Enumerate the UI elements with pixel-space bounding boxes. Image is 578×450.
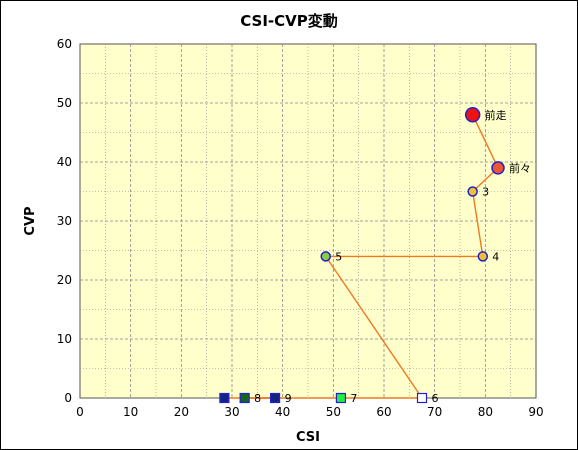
- x-tick-label: 40: [275, 405, 290, 419]
- data-point-square: [239, 392, 250, 404]
- y-tick-labels: 0 10 20 30 40 50 60: [57, 37, 72, 405]
- y-axis-label: CVP: [23, 206, 38, 235]
- data-point-circle: [320, 251, 331, 262]
- x-axis-label: CSI: [296, 430, 320, 445]
- data-point-circle: [464, 107, 481, 123]
- data-point-label: 5: [335, 250, 342, 263]
- y-tick-label: 10: [57, 332, 72, 346]
- x-tick-label: 10: [123, 405, 138, 419]
- grid-lines: [80, 44, 536, 398]
- data-markers: [219, 107, 505, 404]
- data-point-label: 8: [254, 392, 261, 405]
- x-tick-labels: 0 10 20 30 40 50 60 70 80 90: [76, 405, 543, 419]
- data-point-circle: [491, 161, 505, 175]
- data-point-square: [269, 392, 281, 404]
- data-point-label: 3: [482, 186, 489, 199]
- data-point-circle: [467, 186, 478, 197]
- data-point-label: 前走: [485, 108, 507, 122]
- x-tick-label: 80: [478, 405, 493, 419]
- x-tick-label: 30: [224, 405, 239, 419]
- x-tick-label: 0: [76, 405, 84, 419]
- x-tick-label: 50: [326, 405, 341, 419]
- data-point-label: 9: [285, 392, 292, 405]
- data-point-square: [335, 392, 347, 404]
- data-point-label: 4: [492, 250, 499, 263]
- y-tick-label: 30: [57, 214, 72, 228]
- data-point-circle: [477, 251, 489, 262]
- data-point-label: 7: [350, 392, 357, 405]
- chart-title: CSI-CVP変動: [240, 12, 338, 30]
- x-tick-label: 60: [376, 405, 391, 419]
- data-point-square: [416, 392, 428, 404]
- y-tick-label: 40: [57, 155, 72, 169]
- y-tick-label: 60: [57, 37, 72, 51]
- series-line-segment: [472, 114, 499, 169]
- data-point-label: 6: [432, 392, 439, 405]
- data-point-square: [219, 392, 230, 404]
- y-tick-label: 0: [64, 391, 72, 405]
- x-tick-label: 70: [427, 405, 442, 419]
- data-point-label: 前々: [509, 161, 531, 175]
- y-tick-label: 20: [57, 273, 72, 287]
- series-line-segment: [471, 191, 484, 257]
- series-line-segment: [325, 256, 423, 399]
- x-tick-label: 20: [174, 405, 189, 419]
- x-tick-label: 90: [528, 405, 543, 419]
- y-tick-label: 50: [57, 96, 72, 110]
